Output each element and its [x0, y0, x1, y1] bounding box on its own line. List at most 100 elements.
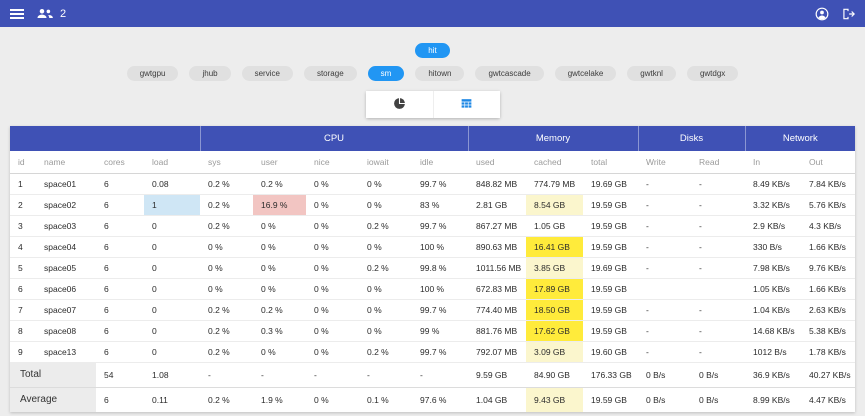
cell-load: 1.08: [144, 361, 200, 387]
filter-chip-service[interactable]: service: [241, 66, 293, 81]
summary-label: Average: [10, 386, 96, 412]
column-header-Out[interactable]: Out: [801, 151, 856, 174]
filter-chip-storage[interactable]: storage: [303, 66, 357, 81]
cell-idle: 100 %: [412, 278, 469, 300]
cell-nice: 0 %: [306, 215, 359, 237]
column-group-Memory: Memory: [468, 126, 639, 151]
summary-label: Total: [10, 361, 96, 387]
account-icon[interactable]: [815, 7, 829, 21]
table-row[interactable]: 5 space05 6 0 0 % 0 % 0 % 0.2 % 99.8 % 1011.56 MB…: [10, 257, 856, 279]
cell-user: -: [253, 361, 306, 387]
main-content: hit gwtgpu jhub service storage sm hitown gwtc…: [0, 43, 865, 412]
cell-idle: 83 %: [412, 194, 469, 216]
cell-In: 2.9 KB/s: [745, 215, 802, 237]
filter-chip-hit[interactable]: hit: [415, 43, 450, 58]
column-header-load[interactable]: load: [144, 151, 200, 174]
column-group-meta: [10, 126, 201, 151]
column-header-Read[interactable]: Read: [691, 151, 746, 174]
filter-chip-gwtdgx[interactable]: gwtdgx: [686, 66, 739, 81]
cell-nice: 0 %: [306, 320, 359, 342]
nodes-table: CPU Memory Disks Network id name cores load sys…: [10, 126, 856, 412]
cell-name: space07: [36, 299, 96, 321]
cell-user: 16.9 %: [253, 194, 306, 216]
filter-chip-jhub[interactable]: jhub: [189, 66, 231, 81]
column-header-used[interactable]: used: [468, 151, 527, 174]
column-group-CPU: CPU: [200, 126, 469, 151]
column-header-cached[interactable]: cached: [526, 151, 584, 174]
nodes-table-card: CPU Memory Disks Network id name cores load sys…: [10, 126, 856, 412]
cell-In: 1.05 KB/s: [745, 278, 802, 300]
logout-icon[interactable]: [841, 7, 855, 21]
table-view-button[interactable]: [432, 91, 500, 118]
cell-user: 0.2 %: [253, 299, 306, 321]
column-header-Write[interactable]: Write: [638, 151, 692, 174]
user-count: 2: [60, 7, 67, 20]
column-header-id[interactable]: id: [10, 151, 36, 174]
column-header-iowait[interactable]: iowait: [359, 151, 412, 174]
table-row[interactable]: 1 space01 6 0.08 0.2 % 0.2 % 0 % 0 % 99.7 % 848.8…: [10, 173, 856, 195]
cell-used: 867.27 MB: [468, 215, 527, 237]
cell-Out: 40.27 KB/s: [801, 361, 856, 387]
table-row[interactable]: 2 space02 6 1 0.2 % 16.9 % 0 % 0 % 83 % 2.81 GB 8.…: [10, 194, 856, 216]
filter-chip-gwtknl[interactable]: gwtknl: [627, 66, 676, 81]
column-header-total[interactable]: total: [583, 151, 639, 174]
cell-idle: 97.6 %: [412, 386, 469, 412]
cell-user: 0 %: [253, 215, 306, 237]
filter-chip-gwtcelake[interactable]: gwtcelake: [554, 66, 617, 81]
cell-name: space02: [36, 194, 96, 216]
cell-name: space05: [36, 257, 96, 279]
cell-Out: 1.66 KB/s: [801, 236, 856, 258]
table-row[interactable]: 6 space06 6 0 0 % 0 % 0 % 0 % 100 % 672.83 MB 17.8…: [10, 278, 856, 300]
cell-cores: 6: [96, 194, 144, 216]
cell-Out: 1.78 KB/s: [801, 341, 856, 363]
cell-sys: 0 %: [200, 236, 253, 258]
cell-Out: 1.66 KB/s: [801, 278, 856, 300]
column-header-user[interactable]: user: [253, 151, 306, 174]
cell-id: 3: [10, 215, 36, 237]
cell-iowait: -: [359, 361, 412, 387]
view-toggle: [365, 91, 500, 118]
cell-In: 8.49 KB/s: [745, 173, 802, 195]
cell-Read: 0 B/s: [691, 361, 746, 387]
table-row[interactable]: 9 space13 6 0 0.2 % 0 % 0 % 0.2 % 99.7 % 792.07 M…: [10, 341, 856, 363]
cell-total: 176.33 GB: [583, 361, 639, 387]
cell-cores: 6: [96, 257, 144, 279]
column-header-sys[interactable]: sys: [200, 151, 253, 174]
cell-cores: 54: [96, 361, 144, 387]
table-row[interactable]: 8 space08 6 0 0.2 % 0.3 % 0 % 0 % 99 % 881.76 MB 1…: [10, 320, 856, 342]
cell-total: 19.59 GB: [583, 320, 639, 342]
chart-view-button[interactable]: [365, 91, 433, 118]
table-row[interactable]: 7 space07 6 0 0.2 % 0.2 % 0 % 0 % 99.7 % 774.40 M…: [10, 299, 856, 321]
cell-user: 0 %: [253, 341, 306, 363]
cell-nice: 0 %: [306, 236, 359, 258]
cell-user: 0.3 %: [253, 320, 306, 342]
cell-nice: 0 %: [306, 173, 359, 195]
column-header-In[interactable]: In: [745, 151, 802, 174]
filter-chip-sm[interactable]: sm: [367, 66, 405, 81]
cell-cached: 3.85 GB: [526, 257, 584, 279]
menu-icon[interactable]: [10, 7, 24, 21]
cell-Write: 0 B/s: [638, 386, 692, 412]
cell-Out: 9.76 KB/s: [801, 257, 856, 279]
cell-idle: 99 %: [412, 320, 469, 342]
column-header-cores[interactable]: cores: [96, 151, 144, 174]
filter-chip-gwtgpu[interactable]: gwtgpu: [126, 66, 179, 81]
filter-chip-gwtcascade[interactable]: gwtcascade: [475, 66, 544, 81]
cell-In: 7.98 KB/s: [745, 257, 802, 279]
cell-sys: 0.2 %: [200, 173, 253, 195]
cell-load: 0.11: [144, 386, 200, 412]
column-header-idle[interactable]: idle: [412, 151, 469, 174]
cell-iowait: 0 %: [359, 236, 412, 258]
cell-Write: -: [638, 320, 692, 342]
cell-id: 2: [10, 194, 36, 216]
table-row[interactable]: 3 space03 6 0 0.2 % 0 % 0 % 0.2 % 99.7 % 867.27 M…: [10, 215, 856, 237]
table-row[interactable]: 4 space04 6 0 0 % 0 % 0 % 0 % 100 % 890.63 MB 16.4…: [10, 236, 856, 258]
filter-chip-hitown[interactable]: hitown: [415, 66, 465, 81]
column-header-name[interactable]: name: [36, 151, 96, 174]
cell-idle: 100 %: [412, 236, 469, 258]
column-header-nice[interactable]: nice: [306, 151, 359, 174]
group-icon[interactable]: [36, 7, 54, 20]
cell-sys: 0.2 %: [200, 215, 253, 237]
cell-id: 5: [10, 257, 36, 279]
cell-load: 0: [144, 320, 200, 342]
